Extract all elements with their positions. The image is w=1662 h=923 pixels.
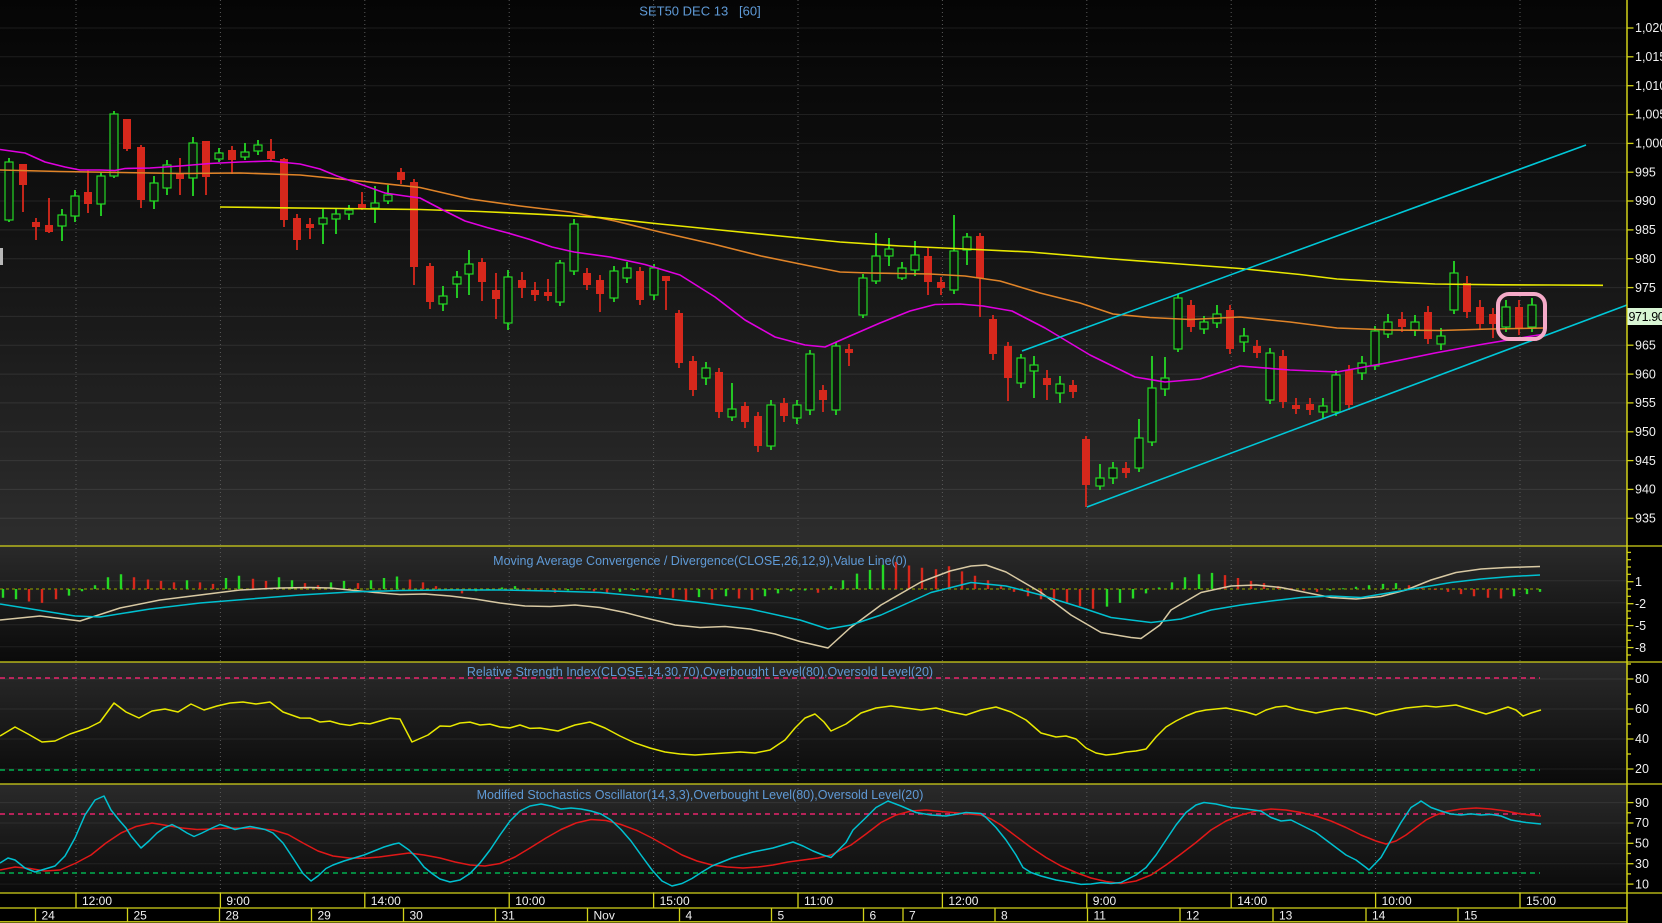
svg-text:14:00: 14:00: [1237, 894, 1267, 908]
svg-text:6: 6: [870, 909, 877, 923]
svg-text:28: 28: [226, 909, 240, 923]
svg-text:40: 40: [1635, 732, 1649, 746]
svg-text:11:00: 11:00: [804, 894, 833, 908]
svg-text:995: 995: [1635, 165, 1656, 179]
svg-text:1,005: 1,005: [1635, 108, 1662, 122]
svg-text:11: 11: [1094, 909, 1107, 923]
svg-text:9:00: 9:00: [1093, 894, 1117, 908]
svg-text:15:00: 15:00: [660, 894, 690, 908]
svg-text:960: 960: [1635, 367, 1656, 381]
svg-text:1: 1: [1635, 575, 1642, 589]
svg-text:12:00: 12:00: [82, 894, 112, 908]
svg-text:Moving Average Convergence / D: Moving Average Convergence / Divergence(…: [493, 554, 907, 568]
svg-text:955: 955: [1635, 396, 1656, 410]
svg-text:975: 975: [1635, 281, 1656, 295]
svg-text:1,010: 1,010: [1635, 79, 1662, 93]
svg-text:24: 24: [42, 909, 56, 923]
svg-text:90: 90: [1635, 796, 1649, 810]
svg-text:Relative Strength Index(CLOSE,: Relative Strength Index(CLOSE,14,30,70),…: [467, 665, 933, 679]
svg-text:14: 14: [1372, 909, 1386, 923]
svg-text:945: 945: [1635, 454, 1656, 468]
svg-text:70: 70: [1635, 816, 1649, 830]
svg-text:13: 13: [1279, 909, 1293, 923]
svg-text:940: 940: [1635, 483, 1656, 497]
svg-text:29: 29: [318, 909, 332, 923]
svg-text:15: 15: [1464, 909, 1478, 923]
svg-text:SET50 DEC 13 [60]: SET50 DEC 13 [60]: [639, 4, 760, 19]
svg-text:25: 25: [134, 909, 148, 923]
svg-text:Nov: Nov: [594, 909, 615, 923]
svg-text:14:00: 14:00: [371, 894, 401, 908]
svg-text:980: 980: [1635, 252, 1656, 266]
svg-text:990: 990: [1635, 194, 1656, 208]
svg-text:-5: -5: [1635, 619, 1646, 633]
svg-text:935: 935: [1635, 512, 1656, 526]
svg-text:4: 4: [686, 909, 693, 923]
svg-text:9:00: 9:00: [226, 894, 250, 908]
svg-text:1,020: 1,020: [1635, 21, 1662, 35]
svg-text:10:00: 10:00: [515, 894, 545, 908]
svg-text:80: 80: [1635, 672, 1649, 686]
svg-text:30: 30: [1635, 857, 1649, 871]
svg-text:965: 965: [1635, 338, 1656, 352]
svg-text:Modified Stochastics Oscillato: Modified Stochastics Oscillator(14,3,3),…: [477, 788, 924, 802]
svg-text:1,000: 1,000: [1635, 137, 1662, 151]
svg-text:10:00: 10:00: [1382, 894, 1412, 908]
svg-text:20: 20: [1635, 762, 1649, 776]
svg-text:15:00: 15:00: [1526, 894, 1556, 908]
svg-text:-2: -2: [1635, 597, 1646, 611]
svg-text:30: 30: [410, 909, 424, 923]
svg-text:7: 7: [909, 909, 916, 923]
svg-text:31: 31: [502, 909, 516, 923]
svg-text:985: 985: [1635, 223, 1656, 237]
svg-text:5: 5: [778, 909, 785, 923]
svg-text:12:00: 12:00: [948, 894, 978, 908]
svg-text:-8: -8: [1635, 641, 1646, 655]
svg-text:1,015: 1,015: [1635, 50, 1662, 64]
svg-text:50: 50: [1635, 837, 1649, 851]
svg-text:60: 60: [1635, 702, 1649, 716]
svg-text:10: 10: [1635, 877, 1649, 891]
svg-text:950: 950: [1635, 425, 1656, 439]
svg-text:8: 8: [1001, 909, 1008, 923]
svg-text:12: 12: [1186, 909, 1200, 923]
svg-text:971.90: 971.90: [1629, 310, 1662, 324]
